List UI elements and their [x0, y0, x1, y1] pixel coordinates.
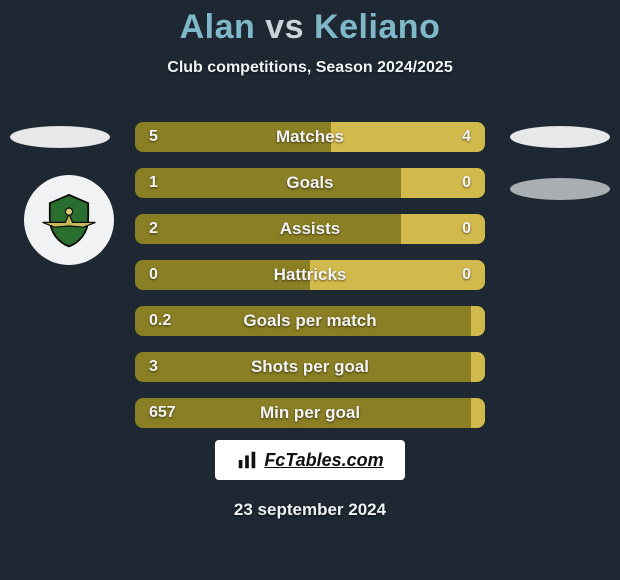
stat-bar-left-seg: [135, 398, 471, 428]
stat-bar-bg: [135, 306, 485, 336]
stat-bar-right-seg: [310, 260, 485, 290]
stat-value-left: 0: [149, 260, 158, 290]
stat-bar-right-seg: [471, 398, 485, 428]
stat-row: Assists20: [135, 214, 485, 244]
fctables-label: FcTables.com: [264, 450, 383, 471]
stat-bar-right-seg: [471, 352, 485, 382]
stat-bar-bg: [135, 168, 485, 198]
date-label: 23 september 2024: [0, 500, 620, 520]
stat-bar-left-seg: [135, 352, 471, 382]
title-player2: Keliano: [314, 8, 440, 46]
stat-bar-bg: [135, 398, 485, 428]
fctables-link[interactable]: FcTables.com: [215, 440, 405, 480]
player1-badge-oval: [10, 126, 110, 148]
stat-row: Matches54: [135, 122, 485, 152]
stat-value-right: 4: [462, 122, 471, 152]
stat-row: Hattricks00: [135, 260, 485, 290]
subtitle: Club competitions, Season 2024/2025: [0, 59, 620, 77]
stat-bar-left-seg: [135, 122, 331, 152]
stat-bar-bg: [135, 260, 485, 290]
stat-bar-left-seg: [135, 306, 471, 336]
title-player1: Alan: [180, 8, 256, 46]
stat-row: Shots per goal3: [135, 352, 485, 382]
stat-bar-right-seg: [401, 214, 485, 244]
stat-row: Min per goal657: [135, 398, 485, 428]
stat-bar-left-seg: [135, 260, 310, 290]
stat-bar-bg: [135, 352, 485, 382]
stat-value-left: 3: [149, 352, 158, 382]
stat-value-left: 1: [149, 168, 158, 198]
stat-bar-bg: [135, 122, 485, 152]
stat-value-right: 0: [462, 214, 471, 244]
player2-club-oval: [510, 178, 610, 200]
stat-value-left: 5: [149, 122, 158, 152]
stat-value-left: 2: [149, 214, 158, 244]
stat-row: Goals per match0.2: [135, 306, 485, 336]
crest-icon: [39, 190, 99, 250]
stat-value-left: 657: [149, 398, 176, 428]
stat-value-right: 0: [462, 260, 471, 290]
stat-value-left: 0.2: [149, 306, 171, 336]
stat-bar-right-seg: [471, 306, 485, 336]
stat-bar-right-seg: [401, 168, 485, 198]
stat-row: Goals10: [135, 168, 485, 198]
stat-bar-left-seg: [135, 214, 401, 244]
stat-value-right: 0: [462, 168, 471, 198]
stat-bar-left-seg: [135, 168, 401, 198]
player2-badge-oval: [510, 126, 610, 148]
stats-comparison-chart: Matches54Goals10Assists20Hattricks00Goal…: [135, 122, 485, 444]
chart-icon: [236, 449, 258, 471]
title-vs: vs: [265, 8, 304, 46]
player1-club-crest: [24, 175, 114, 265]
stat-bar-bg: [135, 214, 485, 244]
